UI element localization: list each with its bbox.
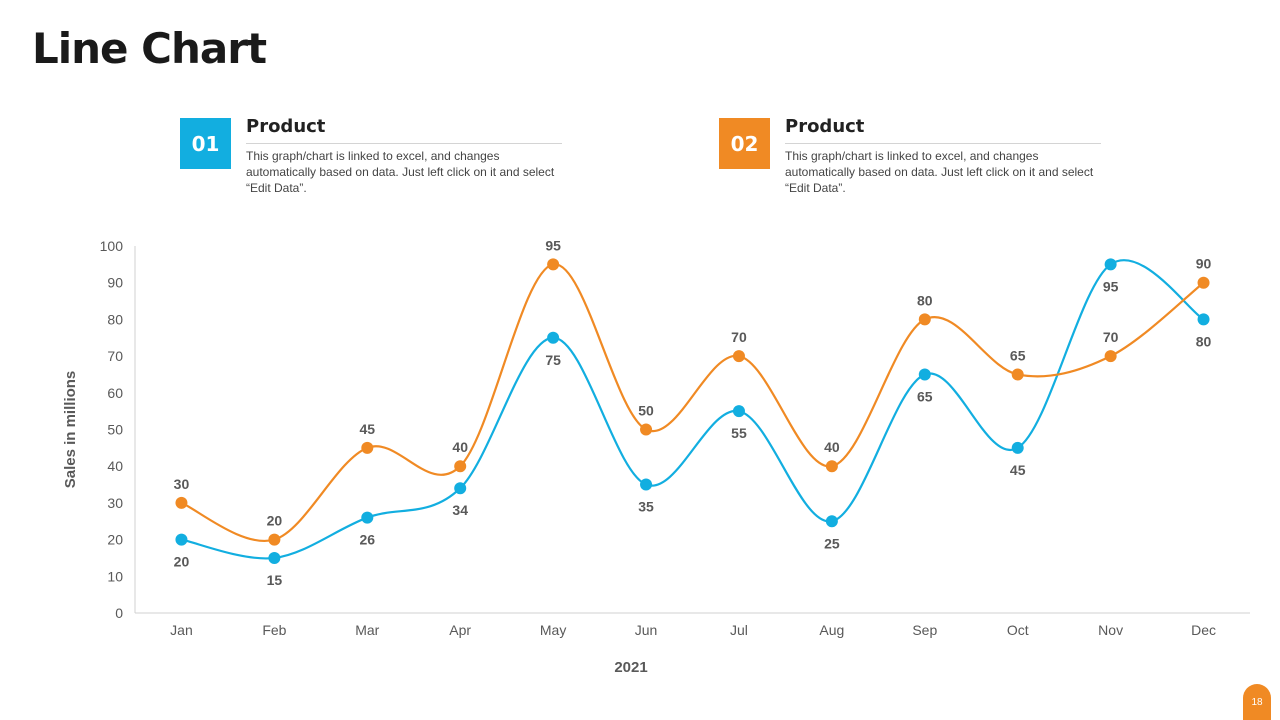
series-line-2 bbox=[181, 263, 1205, 543]
card-number-badge: 01 bbox=[180, 118, 231, 169]
data-point bbox=[1104, 350, 1117, 363]
data-point bbox=[268, 533, 281, 546]
data-label: 26 bbox=[360, 532, 376, 548]
data-point bbox=[175, 496, 188, 509]
y-tick-label: 50 bbox=[107, 422, 123, 438]
data-label: 34 bbox=[452, 502, 468, 518]
y-tick-label: 10 bbox=[107, 568, 123, 584]
card-heading: Product bbox=[246, 116, 562, 144]
data-point bbox=[732, 350, 745, 363]
page-number: 18 bbox=[1243, 684, 1271, 720]
card-description: This graph/chart is linked to excel, and… bbox=[246, 149, 555, 195]
data-point bbox=[454, 482, 467, 495]
data-label: 70 bbox=[1103, 329, 1119, 345]
x-tick-label: Nov bbox=[1098, 622, 1123, 638]
data-point bbox=[732, 405, 745, 418]
product-card-2: 02 Product This graph/chart is linked to… bbox=[719, 116, 1199, 208]
data-label: 30 bbox=[174, 476, 190, 492]
data-point bbox=[918, 313, 931, 326]
data-point bbox=[547, 258, 560, 271]
y-tick-label: 0 bbox=[115, 605, 123, 621]
y-tick-label: 70 bbox=[107, 348, 123, 364]
data-label: 55 bbox=[731, 425, 747, 441]
data-point bbox=[361, 511, 374, 524]
data-point bbox=[1011, 368, 1024, 381]
y-tick-label: 90 bbox=[107, 275, 123, 291]
card-number-badge: 02 bbox=[719, 118, 770, 169]
data-label: 90 bbox=[1196, 256, 1212, 272]
y-tick-label: 40 bbox=[107, 458, 123, 474]
data-label: 45 bbox=[1010, 462, 1026, 478]
data-label: 35 bbox=[638, 499, 654, 515]
x-tick-label: Apr bbox=[449, 622, 471, 638]
y-tick-label: 20 bbox=[107, 532, 123, 548]
x-tick-label: Jan bbox=[170, 622, 193, 638]
y-axis-title: Sales in millions bbox=[62, 371, 79, 489]
data-label: 20 bbox=[267, 513, 283, 529]
y-tick-label: 100 bbox=[100, 238, 124, 254]
data-label: 80 bbox=[917, 292, 933, 308]
x-tick-label: Aug bbox=[819, 622, 844, 638]
data-label: 20 bbox=[174, 554, 190, 570]
data-point bbox=[361, 441, 374, 454]
data-point bbox=[175, 533, 188, 546]
x-tick-label: Feb bbox=[262, 622, 286, 638]
data-point bbox=[268, 551, 281, 564]
data-point bbox=[547, 331, 560, 344]
data-label: 15 bbox=[267, 572, 283, 588]
card-heading: Product bbox=[785, 116, 1101, 144]
data-point bbox=[640, 423, 653, 436]
x-tick-label: May bbox=[540, 622, 566, 638]
data-label: 80 bbox=[1196, 333, 1212, 349]
data-point bbox=[1104, 258, 1117, 271]
x-tick-label: Mar bbox=[355, 622, 379, 638]
page-title: Line Chart bbox=[32, 24, 267, 73]
x-axis-title: 2021 bbox=[614, 659, 647, 676]
data-label: 70 bbox=[731, 329, 747, 345]
data-point bbox=[640, 478, 653, 491]
x-tick-label: Oct bbox=[1007, 622, 1029, 638]
product-card-1: 01 Product This graph/chart is linked to… bbox=[180, 116, 660, 208]
x-tick-label: Jun bbox=[635, 622, 658, 638]
data-point bbox=[1011, 441, 1024, 454]
data-point bbox=[825, 460, 838, 473]
y-tick-label: 60 bbox=[107, 385, 123, 401]
data-label: 25 bbox=[824, 535, 840, 551]
data-label: 95 bbox=[1103, 278, 1119, 294]
data-label: 75 bbox=[545, 352, 561, 368]
data-label: 45 bbox=[360, 421, 376, 437]
data-label: 50 bbox=[638, 403, 654, 419]
data-label: 65 bbox=[1010, 347, 1026, 363]
y-tick-label: 80 bbox=[107, 311, 123, 327]
y-tick-label: 30 bbox=[107, 495, 123, 511]
card-description: This graph/chart is linked to excel, and… bbox=[785, 149, 1094, 195]
data-point bbox=[1197, 313, 1210, 326]
x-tick-label: Jul bbox=[730, 622, 748, 638]
data-label: 40 bbox=[452, 439, 468, 455]
data-label: 95 bbox=[545, 237, 561, 253]
x-tick-label: Sep bbox=[912, 622, 937, 638]
x-tick-label: Dec bbox=[1191, 622, 1216, 638]
data-point bbox=[1197, 276, 1210, 289]
data-label: 65 bbox=[917, 388, 933, 404]
data-point bbox=[918, 368, 931, 381]
data-point bbox=[454, 460, 467, 473]
data-point bbox=[825, 515, 838, 528]
series-line-1 bbox=[181, 259, 1205, 560]
data-label: 40 bbox=[824, 439, 840, 455]
